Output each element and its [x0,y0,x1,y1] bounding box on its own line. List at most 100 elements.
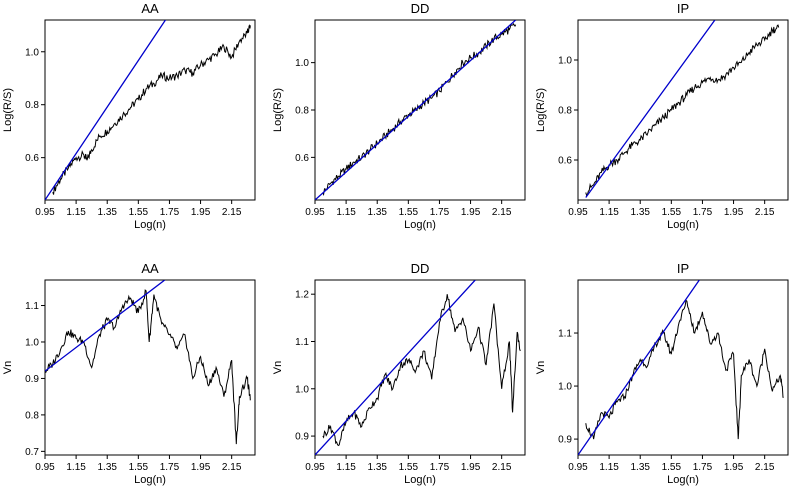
fit-line [578,280,700,455]
y-axis-label: Vn [272,361,284,374]
x-tick-label: 2.15 [492,207,512,218]
panel-6: IP 0.95 1.15 1.35 1.55 1.75 1.95 2.15 0.9 1.0 1.1 L… [535,261,789,486]
y-tick-label: 1.2 [295,290,309,301]
x-tick-label: 1.35 [367,462,387,473]
x-tick-label: 1.15 [599,207,619,218]
y-axis-label: Log(R/S) [535,88,547,132]
data-series-1 [585,299,784,440]
fit-line [315,20,517,200]
y-tick-label: 0.6 [558,156,572,167]
x-tick-label: 1.95 [724,462,744,473]
x-tick-label: 1.35 [97,207,117,218]
y-tick-label: 0.6 [25,153,39,164]
x-tick-label: 1.55 [399,207,419,218]
x-tick-label: 1.55 [662,207,682,218]
x-tick-label: 0.95 [305,207,325,218]
x-axis-label: Log(n) [404,219,436,231]
panel-4: AA 0.95 1.15 1.35 1.55 1.75 1.95 2.15 0.7 0.8 0.9 1… [2,261,256,486]
y-tick-label: 1.0 [25,337,39,348]
plot-frame [577,279,789,456]
data-series-1 [45,289,251,445]
chart-title: AA [141,1,159,16]
chart-title: DD [411,261,430,276]
x-axis-label: Log(n) [404,474,436,486]
chart-title: IP [677,1,689,16]
x-tick-label: 1.95 [191,207,211,218]
data-series-1 [52,24,251,195]
x-tick-label: 1.75 [160,462,180,473]
y-tick-label: 1.1 [295,337,309,348]
x-tick-label: 1.75 [430,207,450,218]
x-tick-label: 2.15 [492,462,512,473]
x-tick-label: 1.35 [97,462,117,473]
x-tick-label: 1.75 [430,462,450,473]
plot-frame [577,19,789,201]
x-tick-label: 1.15 [336,462,356,473]
x-tick-label: 1.55 [662,462,682,473]
y-tick-label: 1.0 [558,56,572,67]
y-tick-label: 0.6 [295,153,309,164]
data-series-1 [322,22,517,196]
plot-frame [314,19,526,201]
x-tick-label: 2.15 [222,207,242,218]
y-tick-label: 0.8 [558,106,572,117]
y-tick-label: 0.7 [25,447,39,458]
y-tick-label: 0.8 [25,410,39,421]
x-tick-label: 1.95 [461,462,481,473]
y-tick-label: 1.0 [558,382,572,393]
x-tick-label: 1.55 [129,462,149,473]
y-axis-label: Vn [535,361,547,374]
x-tick-label: 1.15 [599,462,619,473]
fit-line [45,280,166,372]
plot-frame [314,279,526,456]
x-tick-label: 1.35 [367,207,387,218]
x-tick-label: 1.75 [160,207,180,218]
plot-frame [44,279,256,456]
plot-frame [44,19,256,201]
chart-title: AA [141,261,159,276]
x-tick-label: 0.95 [305,462,325,473]
x-tick-label: 0.95 [568,207,588,218]
data-series-1 [585,24,780,197]
fit-line [45,20,167,200]
x-tick-label: 1.35 [630,207,650,218]
y-tick-label: 1.1 [25,301,39,312]
x-tick-label: 0.95 [568,462,588,473]
x-axis-label: Log(n) [667,474,699,486]
x-tick-label: 1.95 [461,207,481,218]
y-tick-label: 1.1 [558,329,572,340]
y-tick-label: 0.8 [25,100,39,111]
x-tick-label: 1.15 [66,462,86,473]
data-series-1 [322,294,521,447]
chart-title: IP [677,261,689,276]
x-tick-label: 1.95 [724,207,744,218]
x-tick-label: 1.75 [693,207,713,218]
x-axis-label: Log(n) [134,474,166,486]
x-tick-label: 1.55 [399,462,419,473]
x-axis-label: Log(n) [667,219,699,231]
y-tick-label: 1.0 [295,384,309,395]
fit-line [585,20,716,198]
x-tick-label: 1.35 [630,462,650,473]
y-tick-label: 0.9 [25,374,39,385]
panel-2: DD 0.95 1.15 1.35 1.55 1.75 1.95 2.15 0.6 0.8 1.0 L… [272,1,526,231]
x-tick-label: 1.55 [129,207,149,218]
panel-1: AA 0.95 1.15 1.35 1.55 1.75 1.95 2.15 0.6 0.8 1.0 L… [2,1,256,231]
x-tick-label: 1.15 [66,207,86,218]
x-tick-label: 1.95 [191,462,211,473]
x-tick-label: 1.75 [693,462,713,473]
panel-3: IP 0.95 1.15 1.35 1.55 1.75 1.95 2.15 0.6 0.8 1.0 L… [535,1,789,231]
y-tick-label: 1.0 [295,58,309,69]
x-tick-label: 1.15 [336,207,356,218]
fit-line [315,280,476,455]
y-axis-label: Vn [2,361,14,374]
x-tick-label: 0.95 [35,462,55,473]
y-tick-label: 0.8 [295,106,309,117]
x-axis-label: Log(n) [134,219,166,231]
x-tick-label: 0.95 [35,207,55,218]
chart-title: DD [411,1,430,16]
panel-5: DD 0.95 1.15 1.35 1.55 1.75 1.95 2.15 0.9 1.0 1.1 1… [272,261,526,486]
x-tick-label: 2.15 [755,462,775,473]
y-tick-label: 1.0 [25,47,39,58]
